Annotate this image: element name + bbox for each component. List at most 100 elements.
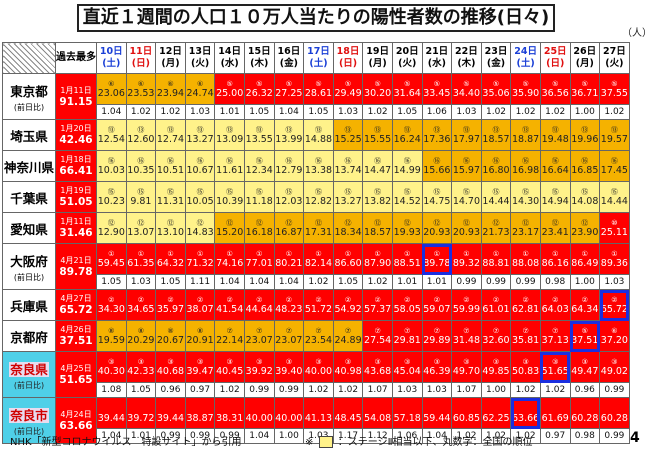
rank-number: ⑮: [551, 188, 559, 196]
rank-number: ①: [137, 250, 145, 258]
rank-number: ①: [522, 250, 529, 258]
day-weekday: (火): [190, 58, 210, 69]
value-number: 59.07: [423, 304, 451, 315]
rank-badge: ①: [216, 249, 244, 259]
ratio-cell: 1.06: [391, 428, 423, 444]
value-number: 10.51: [156, 165, 185, 176]
ratio-cell: 1.02: [362, 274, 393, 290]
day-date: 21日: [425, 46, 449, 57]
value-number: 43.68: [364, 366, 392, 377]
value-cell: ⑤ 35.90: [510, 73, 541, 105]
rank-badge: ⑮: [393, 187, 421, 197]
header-day: 26日 (月): [569, 42, 601, 74]
rank-number: ⑯: [285, 157, 293, 165]
rank-badge: ⑬: [393, 125, 421, 135]
day-weekday: (火): [398, 58, 417, 69]
value-cell: ⑫ 19.93: [391, 212, 423, 244]
value-number: 36.71: [571, 88, 599, 99]
value-number: 54.92: [334, 304, 362, 315]
rank-badge: ⑮: [512, 187, 540, 197]
ratio-cell: 1.01: [125, 428, 157, 444]
rank-number: ⑯: [374, 157, 382, 165]
ratio-cell: 1.02: [155, 104, 186, 120]
rank-badge: [482, 403, 510, 414]
rank-badge: ⑤: [453, 79, 481, 89]
rank-badge: ⑦: [423, 326, 451, 336]
rank-badge: ③: [601, 357, 629, 367]
ratio-row: 1.08 1.05 0.96 0.97 1.02 0.99 0.99 1.02 1.02 1.07…: [3, 382, 630, 398]
rank-badge: ⑮: [275, 187, 303, 197]
value-number: 13.38: [304, 165, 333, 176]
rank-badge: ⑮: [423, 187, 451, 197]
value-number: 16.98: [512, 165, 540, 176]
value-cell: 60.85: [451, 397, 482, 429]
rank-badge: ⑬: [97, 125, 125, 135]
value-cell: ⑥ 23.94: [155, 73, 186, 105]
value-number: 23.17: [512, 227, 540, 238]
day-date: 12日: [159, 46, 182, 57]
value-cell: ⑬ 14.88: [303, 119, 334, 151]
value-cell: ⑬ 19.57: [599, 119, 630, 151]
rank-badge: ①: [364, 249, 392, 259]
value-cell: 38.87: [184, 397, 216, 429]
rank-number: ⑧: [196, 327, 204, 335]
value-cell: ⑯ 10.51: [155, 150, 186, 182]
rank-badge: ⑦: [216, 326, 244, 336]
rank-number: ②: [374, 296, 381, 304]
rank-badge: ①: [305, 249, 333, 259]
value-number: 14.47: [364, 165, 392, 176]
rank-number: ⑫: [344, 219, 352, 227]
value-cell: ③ 39.92: [243, 351, 275, 383]
value-number: 40.30: [97, 366, 125, 377]
value-number: 46.39: [423, 366, 451, 377]
ratio-cell: 1.03: [125, 274, 157, 290]
value-cell: ⑦ 29.81: [391, 320, 423, 352]
rank-badge: ⑮: [305, 187, 333, 197]
value-number: 27.54: [364, 335, 392, 346]
value-number: 13.74: [334, 165, 362, 176]
day-date: 10日: [99, 46, 123, 57]
day-date: 13日: [188, 46, 212, 57]
rank-badge: ⑥: [186, 79, 214, 89]
value-cell: ⑮ 14.44: [599, 181, 630, 213]
ratio-cell: 1.05: [332, 274, 364, 290]
value-number: 13.55: [245, 134, 273, 145]
day-weekday: (金): [279, 58, 298, 69]
ratio-cell: 1.00: [569, 104, 601, 120]
value-cell: ③ 50.83: [510, 351, 541, 383]
rank-number: ⑦: [522, 327, 529, 335]
value-number: 80.21: [275, 258, 303, 269]
rank-number: ⑬: [285, 126, 293, 134]
rank-number: ⑯: [433, 157, 441, 165]
pref-label: 千葉県: [10, 190, 48, 206]
value-number: 39.72: [127, 412, 155, 424]
value-number: 13.10: [156, 227, 185, 238]
value-cell: ③ 39.40: [273, 351, 305, 383]
day-date: 25日: [543, 46, 567, 57]
rank-badge: ⑧: [127, 326, 155, 336]
rank-badge: ⑮: [541, 187, 569, 197]
value-cell: ⑮ 11.31: [155, 181, 186, 213]
rank-number: ⑥: [167, 80, 174, 88]
rank-badge: ③: [512, 357, 540, 367]
legend-swatch: [318, 436, 333, 448]
pref-row: 京都府 4月26日 37.51 ⑧ 19.59 ⑧ 20.29 ⑧ 20.67 ⑧ 20.91 ⑦ 22…: [2, 320, 630, 352]
rank-number: ⑥: [108, 80, 115, 88]
best-value: 51.65: [59, 373, 93, 386]
value-number: 12.54: [97, 134, 125, 145]
rank-badge: ⑦: [541, 326, 569, 336]
value-number: 23.54: [304, 335, 333, 346]
value-cell: ⑮ 14.52: [391, 181, 423, 213]
value-number: 49.02: [600, 366, 628, 377]
value-cell: ⑧ 20.91: [184, 320, 216, 352]
value-cell: ① 74.16: [214, 243, 245, 275]
value-cell: ⑯ 16.85: [569, 150, 601, 182]
value-number: 21.73: [482, 227, 510, 238]
best-cell: 4月21日 89.78: [55, 243, 97, 290]
value-cell: ⑧ 19.59: [96, 320, 127, 352]
best-date: 1月11日: [60, 85, 92, 95]
rank-number: ⑬: [137, 126, 145, 134]
rank-badge: ①: [453, 249, 481, 259]
day-weekday: (火): [605, 58, 624, 69]
value-cell: ⑯ 11.61: [214, 150, 245, 182]
